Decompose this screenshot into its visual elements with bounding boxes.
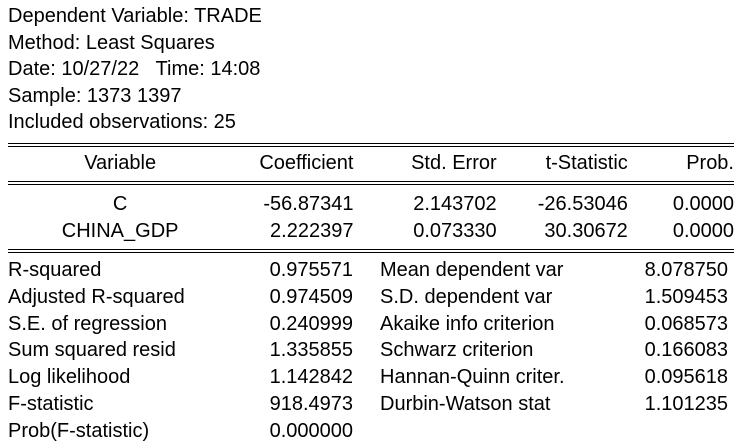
stat-row: S.E. of regression 0.240999 Akaike info …	[8, 311, 734, 338]
stat-label: F-statistic	[8, 392, 94, 415]
stat-value: 8.078750	[644, 259, 728, 281]
stat-value: 1.142842	[269, 366, 353, 389]
column-header-variable: Variable	[84, 152, 157, 174]
summary-statistics: R-squared 0.975571 Mean dependent var 8.…	[8, 257, 734, 445]
prob-value: 0.0000	[672, 219, 734, 242]
stat-label: Prob(F-statistic)	[8, 419, 150, 442]
stat-label: Log likelihood	[8, 366, 131, 389]
stat-row: Sum squared resid 1.335855 Schwarz crite…	[8, 337, 734, 364]
column-header-std-error: Std. Error	[411, 152, 497, 174]
date-time-line: Date: 10/27/22 Time: 14:08	[8, 58, 261, 80]
method-line: Method: Least Squares	[8, 31, 215, 54]
header-double-rule	[8, 181, 734, 185]
table-row: CHINA_GDP 2.222397 0.073330 30.30672 0.0…	[8, 218, 734, 245]
stat-label: S.E. of regression	[8, 312, 167, 335]
stat-label: Schwarz criterion	[380, 339, 534, 362]
stat-value: 1.101235	[644, 392, 728, 415]
stat-row: F-statistic 918.4973 Durbin-Watson stat …	[8, 391, 734, 418]
stat-value: 0.974509	[269, 285, 353, 308]
stat-label: Mean dependent var	[380, 259, 564, 281]
stat-value: 0.068573	[644, 312, 728, 335]
stat-row: R-squared 0.975571 Mean dependent var 8.…	[8, 257, 734, 284]
stat-label: R-squared	[8, 259, 102, 281]
dependent-variable-line: Dependent Variable: TRADE	[8, 5, 262, 27]
stat-value: 0.975571	[269, 259, 353, 281]
stat-value: 1.335855	[269, 339, 353, 362]
stat-label: Sum squared resid	[8, 339, 176, 362]
sample-line: Sample: 1373 1397	[8, 84, 182, 107]
stat-label: S.D. dependent var	[380, 285, 553, 308]
coefficients-double-rule	[8, 249, 734, 253]
variable-name: C	[112, 193, 128, 215]
variable-name: CHINA_GDP	[61, 219, 179, 242]
prob-value: 0.0000	[672, 193, 734, 215]
t-statistic-value: -26.53046	[537, 193, 628, 215]
column-header-t-statistic: t-Statistic	[545, 152, 628, 174]
stat-label: Hannan-Quinn criter.	[380, 366, 565, 389]
column-header-prob: Prob.	[686, 152, 734, 174]
stat-row: Prob(F-statistic) 0.000000	[8, 418, 734, 445]
stat-value: 1.509453	[644, 285, 728, 308]
regression-header: Dependent Variable: TRADE Method: Least …	[8, 3, 262, 136]
stat-label: Durbin-Watson stat	[380, 392, 551, 415]
observations-line: Included observations: 25	[8, 111, 236, 133]
coefficient-table-header: Variable Coefficient Std. Error t-Statis…	[8, 150, 734, 177]
column-header-coefficient: Coefficient	[259, 152, 354, 174]
coefficient-header-row: Variable Coefficient Std. Error t-Statis…	[8, 150, 734, 177]
stat-row: Adjusted R-squared 0.974509 S.D. depende…	[8, 284, 734, 311]
coefficient-value: -56.87341	[263, 193, 354, 215]
stat-value: 0.000000	[269, 419, 353, 442]
stat-label: Adjusted R-squared	[8, 285, 185, 308]
stat-label: Akaike info criterion	[380, 312, 555, 335]
t-statistic-value: 30.30672	[544, 219, 628, 242]
stat-value: 0.166083	[644, 339, 728, 362]
coefficient-table: C -56.87341 2.143702 -26.53046 0.0000 CH…	[8, 191, 734, 244]
stat-value: 0.095618	[644, 366, 728, 389]
stat-row: Log likelihood 1.142842 Hannan-Quinn cri…	[8, 364, 734, 391]
table-row: C -56.87341 2.143702 -26.53046 0.0000	[8, 191, 734, 218]
std-error-value: 2.143702	[413, 193, 497, 215]
stat-value: 918.4973	[269, 392, 353, 415]
top-double-rule	[8, 143, 734, 147]
stat-value: 0.240999	[269, 312, 353, 335]
coefficient-value: 2.222397	[270, 219, 354, 242]
std-error-value: 0.073330	[413, 219, 497, 242]
